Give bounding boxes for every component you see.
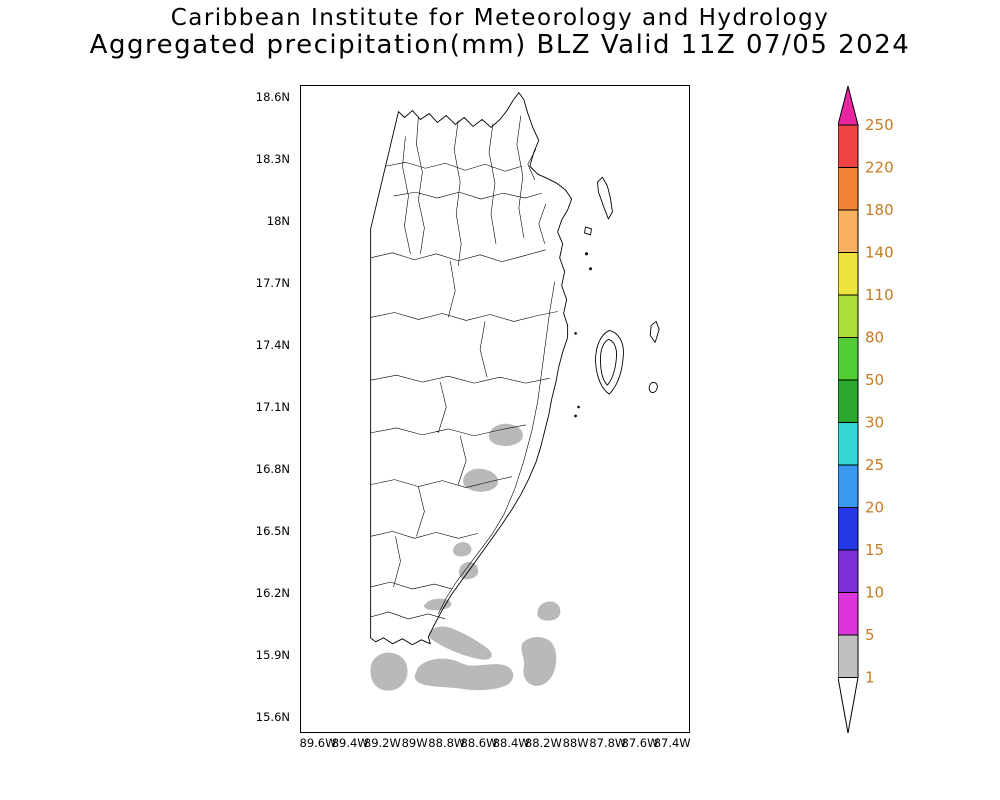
lat-tick-label: 16.5N [255, 524, 290, 538]
colorbar-segment [837, 209, 859, 253]
precip-blob [521, 636, 557, 686]
colorbar-segment [837, 252, 859, 296]
colorbar-segment [837, 294, 859, 338]
watershed-boundary-lines [370, 115, 558, 620]
lon-tick-label: 88.6W [460, 736, 498, 750]
lon-tick-label: 89.6W [299, 736, 337, 750]
country-outline [370, 92, 573, 646]
institute-title: Caribbean Institute for Meteorology and … [170, 5, 830, 31]
lat-tick-label: 15.6N [255, 710, 290, 724]
colorbar-svg: 250 220 180 140 110 80 50 30 25 20 15 10 5 1 [837, 85, 894, 734]
lon-tick-label: 89W [401, 736, 428, 750]
precipitation-shading [370, 423, 561, 691]
latitude-axis: 18.6N 18.3N 18N 17.7N 17.4N 17.1N 16.8N 16.5N 16… [238, 85, 296, 733]
small-caye [584, 226, 592, 236]
colorbar-segment [837, 592, 859, 636]
small-caye [589, 267, 592, 271]
lon-tick-label: 88.8W [428, 736, 466, 750]
small-caye [585, 252, 589, 256]
offshore-cayes [574, 176, 660, 418]
colorbar-value-label: 180 [865, 201, 894, 219]
lon-tick-label: 88W [562, 736, 589, 750]
lat-tick-label: 17.4N [255, 338, 290, 352]
colorbar-value-label: 25 [865, 456, 884, 474]
colorbar-legend: 250 220 180 140 110 80 50 30 25 20 15 10 5 1 [837, 85, 918, 735]
colorbar-value-label: 220 [865, 159, 894, 177]
longitude-axis: 89.6W 89.4W 89.2W 89W 88.8W 88.6W 88.4W 88.2W 88… [300, 736, 692, 752]
precip-blob [370, 652, 408, 691]
colorbar-value-label: 20 [865, 499, 884, 517]
colorbar-segment [837, 464, 859, 508]
small-caye [574, 332, 577, 335]
watershed-boundaries [370, 115, 558, 620]
colorbar-segment [837, 507, 859, 551]
small-caye [574, 414, 577, 418]
map-plot-area [300, 85, 690, 733]
colorbar-segment [837, 549, 859, 593]
lat-tick-label: 16.2N [255, 586, 290, 600]
lon-tick-label: 89.4W [331, 736, 369, 750]
glovers-reef [648, 382, 658, 393]
lon-tick-label: 87.4W [653, 736, 691, 750]
product-title: Aggregated precipitation(mm) BLZ Valid 1… [89, 30, 911, 60]
precip-blob [452, 542, 472, 557]
colorbar-segment [837, 167, 859, 211]
belize-border [370, 92, 573, 646]
colorbar-segment [837, 634, 859, 678]
colorbar-segment [837, 337, 859, 381]
lat-tick-label: 18N [266, 214, 290, 228]
belize-map [370, 92, 660, 691]
colorbar-value-label: 50 [865, 371, 884, 389]
precip-blob [463, 468, 499, 492]
colorbar-value-label: 30 [865, 414, 884, 432]
precip-blob [414, 658, 514, 691]
colorbar-arrow-up [837, 85, 859, 126]
colorbar-value-label: 15 [865, 541, 884, 559]
lat-tick-label: 17.1N [255, 400, 290, 414]
lon-tick-label: 87.8W [589, 736, 627, 750]
colorbar-value-label: 5 [865, 626, 875, 644]
colorbar-segment [837, 124, 859, 168]
lat-tick-label: 17.7N [255, 276, 290, 290]
lon-tick-label: 87.6W [621, 736, 659, 750]
turneffe-atoll-inner [600, 338, 618, 386]
colorbar-value-label: 10 [865, 584, 884, 602]
lighthouse-reef [649, 321, 660, 343]
colorbar-segment [837, 379, 859, 423]
colorbar-value-label: 1 [865, 669, 875, 687]
colorbar-value-label: 110 [865, 286, 894, 304]
lat-tick-label: 18.6N [255, 90, 290, 104]
precip-blob [537, 601, 561, 621]
colorbar-segment [837, 422, 859, 466]
lon-tick-label: 88.2W [524, 736, 562, 750]
lon-tick-label: 88.4W [492, 736, 530, 750]
lon-tick-label: 89.2W [363, 736, 401, 750]
precip-blob [423, 598, 452, 611]
precip-blob [428, 626, 492, 660]
lat-tick-label: 16.8N [255, 462, 290, 476]
precip-blob [488, 423, 523, 446]
ambergris-caye [597, 176, 613, 220]
colorbar-value-label: 80 [865, 329, 884, 347]
lat-tick-label: 18.3N [255, 152, 290, 166]
colorbar-value-label: 250 [865, 116, 894, 134]
colorbar-arrow-down [837, 677, 859, 734]
lat-tick-label: 15.9N [255, 648, 290, 662]
small-caye [577, 405, 580, 409]
colorbar-value-label: 140 [865, 244, 894, 262]
